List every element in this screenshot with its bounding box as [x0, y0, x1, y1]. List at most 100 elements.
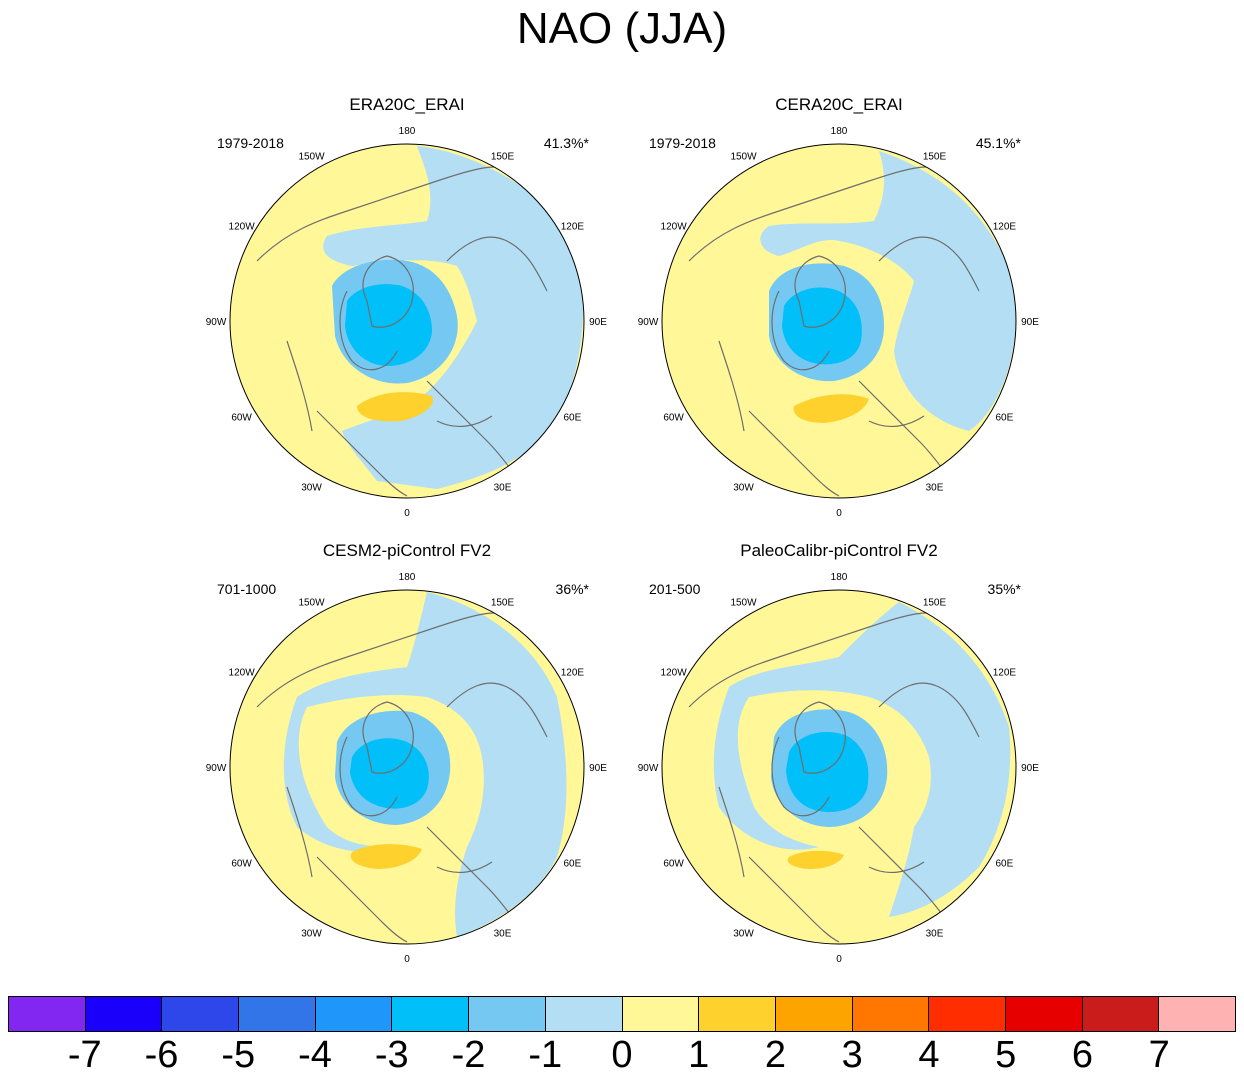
polar-map: 180 150E 120E 90E 60E 30E 0 30W 60W 90W 120W 150W: [206, 126, 608, 519]
polar-map: 180 150E 120E 90E 60E 30E 0 30W 60W 90W 120W 150W: [638, 572, 1040, 965]
longitude-label: 150E: [491, 152, 515, 163]
colorbar-swatch: [392, 997, 470, 1031]
colorbar-swatch: [315, 997, 393, 1031]
longitude-label: 120W: [661, 222, 688, 233]
longitude-label: 150W: [730, 598, 757, 609]
polar-map: 180 150E 120E 90E 60E 30E 0 30W 60W 90W 120W 150W: [206, 572, 608, 965]
longitude-label: 180: [831, 126, 848, 137]
longitude-label: 120W: [229, 668, 256, 679]
longitude-label: 90E: [589, 317, 607, 328]
longitude-label: 150W: [298, 152, 325, 163]
panel-period: 701-1000: [217, 581, 277, 597]
field-level-1-2: [357, 392, 433, 422]
panel-percent: 45.1%*: [975, 135, 1021, 151]
field-level-neg3-neg2: [345, 284, 432, 366]
colorbar-swatch: [852, 997, 930, 1031]
map-boundary: [661, 143, 1017, 499]
longitude-label: 0: [404, 508, 410, 519]
field-level-1-2: [793, 394, 869, 423]
field-level-neg1-0: [283, 592, 567, 937]
map-field: [230, 144, 584, 498]
longitude-label: 60W: [663, 413, 684, 424]
longitude-label: 180: [831, 572, 848, 583]
longitude-label: 30W: [301, 482, 322, 493]
panel-percent: 41.3%*: [543, 135, 589, 151]
longitude-label: 90E: [1021, 317, 1039, 328]
map-field: [662, 590, 1016, 944]
panel-title: CESM2-piControl FV2: [322, 541, 492, 560]
longitude-label: 120E: [993, 668, 1017, 679]
colorbar-tick-label: 7: [1148, 1034, 1170, 1076]
map-panel-cera20c: CERA20C_ERAI 1979-2018 45.1%* 180 150E 120…: [638, 95, 1040, 519]
colorbar-tick-label: 5: [995, 1034, 1017, 1076]
longitude-label: 0: [404, 954, 410, 965]
longitude-label: 60E: [564, 413, 582, 424]
longitude-label: 30E: [494, 482, 512, 493]
longitude-label: 90W: [638, 763, 659, 774]
colorbar-tick-label: 0: [611, 1034, 633, 1076]
panel-period: 1979-2018: [649, 135, 716, 151]
longitude-label: 90E: [589, 763, 607, 774]
longitude-label: 150E: [923, 152, 947, 163]
map-field: [230, 590, 584, 944]
colorbar-swatch: [9, 997, 86, 1031]
longitude-label: 0: [836, 508, 842, 519]
panel-period: 201-500: [649, 581, 701, 597]
field-level-neg3-neg2: [786, 732, 869, 813]
longitude-label: 60W: [231, 413, 252, 424]
polar-map: 180 150E 120E 90E 60E 30E 0 30W 60W 90W 120W 150W: [638, 126, 1040, 519]
colorbar-swatch: [1082, 997, 1160, 1031]
map-boundary: [661, 589, 1017, 945]
field-level-1-2: [787, 850, 844, 869]
colorbar-swatch: [545, 997, 623, 1031]
colorbar-swatch: [85, 997, 163, 1031]
colorbar-tick-label: -3: [374, 1034, 409, 1076]
colorbar-tick-label: -7: [67, 1034, 102, 1076]
longitude-label: 30E: [926, 482, 944, 493]
colorbar-tick-label: 2: [764, 1034, 787, 1076]
colorbar-labels: -7 -6 -5 -4 -3 -2 -1 0 1 2 3 4 5 6 7: [0, 1032, 1244, 1078]
longitude-label: 30E: [494, 928, 512, 939]
map-panel-cesm2: CESM2-piControl FV2 701-1000 36%* 180 150…: [206, 541, 608, 965]
longitude-label: 60E: [996, 859, 1014, 870]
longitude-label: 30E: [926, 928, 944, 939]
longitude-label: 180: [399, 126, 416, 137]
longitude-label: 60W: [231, 859, 252, 870]
colorbar-tick-label: 3: [841, 1034, 863, 1076]
colorbar-tick-label: -1: [528, 1034, 563, 1076]
colorbar-tick-label: -2: [451, 1034, 486, 1076]
field-level-neg1-0: [323, 146, 584, 489]
map-panel-era20c: ERA20C_ERAI 1979-2018 41.3%* 180 150E 120E…: [206, 95, 608, 519]
colorbar-swatch: [699, 997, 776, 1031]
longitude-label: 150E: [923, 598, 947, 609]
longitude-label: 0: [836, 954, 842, 965]
longitude-label: 150E: [491, 598, 515, 609]
longitude-label: 120E: [561, 668, 585, 679]
colorbar-swatch: [469, 997, 546, 1031]
longitude-label: 30W: [733, 482, 754, 493]
colorbar-tick-label: 6: [1071, 1034, 1094, 1076]
colorbar-tick-label: -5: [221, 1034, 256, 1076]
colorbar-tick-label: -4: [298, 1034, 332, 1076]
longitude-label: 90E: [1021, 763, 1039, 774]
colorbar-swatch: [1005, 997, 1083, 1031]
map-field: [662, 144, 1016, 498]
longitude-label: 60E: [564, 859, 582, 870]
panel-percent: 36%*: [555, 581, 589, 597]
longitude-label: 90W: [206, 763, 227, 774]
colorbar-swatch: [775, 997, 853, 1031]
longitude-label: 120E: [561, 222, 585, 233]
panel-period: 1979-2018: [217, 135, 284, 151]
panel-percent: 35%*: [987, 581, 1021, 597]
longitude-label: 90W: [206, 317, 227, 328]
colorbar-swatch: [622, 997, 700, 1031]
colorbar: [8, 996, 1236, 1032]
colorbar-tick-label: 4: [918, 1034, 940, 1076]
figure-title: NAO (JJA): [516, 4, 728, 53]
field-level-1-2: [350, 844, 422, 869]
longitude-label: 150W: [730, 152, 757, 163]
colorbar-swatch: [239, 997, 316, 1031]
panel-title: ERA20C_ERAI: [349, 95, 465, 114]
longitude-label: 150W: [298, 598, 325, 609]
longitude-label: 30W: [733, 928, 754, 939]
